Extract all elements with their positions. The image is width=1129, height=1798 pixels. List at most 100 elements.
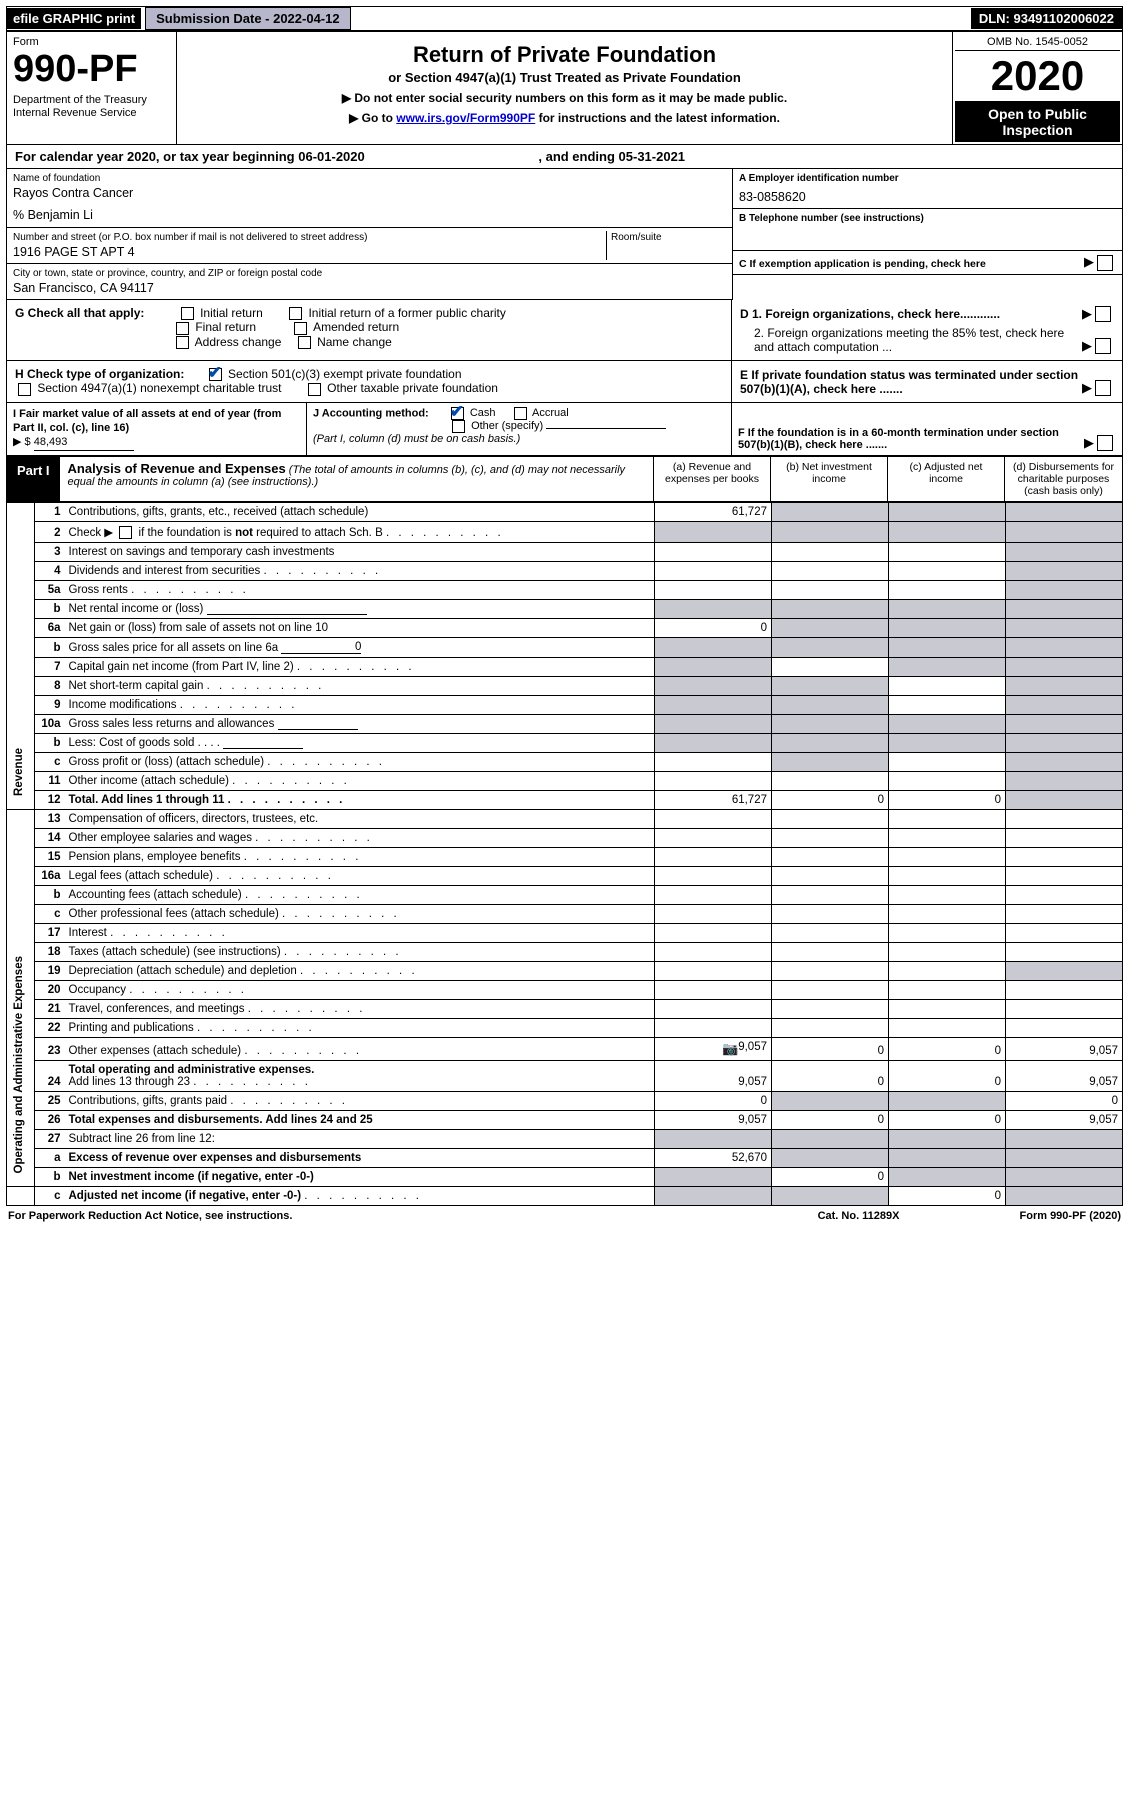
arrow-icon: ▶ xyxy=(1084,435,1094,451)
table-row: 21Travel, conferences, and meetings xyxy=(7,1000,1123,1019)
c-checkbox[interactable] xyxy=(1097,255,1113,271)
part1-header: Part I Analysis of Revenue and Expenses … xyxy=(6,456,1123,502)
fmv-value: 48,493 xyxy=(34,435,134,450)
d1-checkbox[interactable] xyxy=(1095,306,1111,322)
j-section: J Accounting method: Cash Accrual Other … xyxy=(307,403,732,455)
table-row: 5aGross rents xyxy=(7,581,1123,600)
table-row: bNet investment income (if negative, ent… xyxy=(7,1168,1123,1187)
table-row: 25Contributions, gifts, grants paid 00 xyxy=(7,1092,1123,1111)
h-501c3-checkbox[interactable] xyxy=(209,368,222,381)
exemption-row: C If exemption application is pending, c… xyxy=(733,251,1122,275)
j-other-checkbox[interactable] xyxy=(452,420,465,433)
city-state-zip: San Francisco, CA 94117 xyxy=(13,280,726,296)
form-word: Form xyxy=(13,36,170,48)
table-row: 17Interest xyxy=(7,924,1123,943)
table-row: Revenue 1 Contributions, gifts, grants, … xyxy=(7,502,1123,521)
schb-checkbox[interactable] xyxy=(119,526,132,539)
table-row: 12Total. Add lines 1 through 11 61,72700 xyxy=(7,791,1123,810)
submission-date: Submission Date - 2022-04-12 xyxy=(145,7,351,30)
g-name-checkbox[interactable] xyxy=(298,336,311,349)
table-row: bNet rental income or (loss) xyxy=(7,600,1123,619)
ein-value: 83-0858620 xyxy=(739,189,1116,205)
header-left: Form 990-PF Department of the Treasury I… xyxy=(7,32,177,144)
g-address-checkbox[interactable] xyxy=(176,336,189,349)
header-right: OMB No. 1545-0052 2020 Open to Public In… xyxy=(952,32,1122,144)
table-row: cAdjusted net income (if negative, enter… xyxy=(7,1187,1123,1206)
table-row: 18Taxes (attach schedule) (see instructi… xyxy=(7,943,1123,962)
table-row: aExcess of revenue over expenses and dis… xyxy=(7,1149,1123,1168)
phone-row: B Telephone number (see instructions) xyxy=(733,209,1122,251)
table-row: 24Total operating and administrative exp… xyxy=(7,1061,1123,1092)
table-row: 8Net short-term capital gain xyxy=(7,677,1123,696)
h-other-checkbox[interactable] xyxy=(308,383,321,396)
expenses-side-label: Operating and Administrative Expenses xyxy=(11,946,27,1184)
attachment-icon[interactable]: 📷 xyxy=(722,1041,738,1056)
omb-number: OMB No. 1545-0052 xyxy=(955,34,1120,51)
j-accrual-checkbox[interactable] xyxy=(514,407,527,420)
g-amended-checkbox[interactable] xyxy=(294,322,307,335)
tax-year: 2020 xyxy=(955,51,1120,102)
i-section: I Fair market value of all assets at end… xyxy=(7,403,307,455)
table-row: 4Dividends and interest from securities xyxy=(7,562,1123,581)
table-row: 7Capital gain net income (from Part IV, … xyxy=(7,658,1123,677)
irs-link[interactable]: www.irs.gov/Form990PF xyxy=(396,111,535,125)
dept-irs: Internal Revenue Service xyxy=(13,107,170,120)
entity-block: Name of foundation Rayos Contra Cancer %… xyxy=(6,169,1123,300)
table-row: 26Total expenses and disbursements. Add … xyxy=(7,1111,1123,1130)
part1-label: Part I xyxy=(7,457,60,501)
table-row: 10aGross sales less returns and allowanc… xyxy=(7,715,1123,734)
table-row: 14Other employee salaries and wages xyxy=(7,829,1123,848)
col-d-header: (d) Disbursements for charitable purpose… xyxy=(1005,457,1122,501)
arrow-icon: ▶ xyxy=(1084,254,1094,271)
col-c-header: (c) Adjusted net income xyxy=(888,457,1005,501)
cat-number: Cat. No. 11289X xyxy=(818,1210,900,1222)
g-initial-public-checkbox[interactable] xyxy=(289,307,302,320)
table-row: 16aLegal fees (attach schedule) xyxy=(7,867,1123,886)
table-row: cOther professional fees (attach schedul… xyxy=(7,905,1123,924)
h-e-row: H Check type of organization: Section 50… xyxy=(6,361,1123,403)
g-d-row: G Check all that apply: Initial return I… xyxy=(6,300,1123,361)
d-section: D 1. Foreign organizations, check here..… xyxy=(732,300,1122,360)
dept-treasury: Department of the Treasury xyxy=(13,94,170,107)
h-4947-checkbox[interactable] xyxy=(18,383,31,396)
dln-label: DLN: 93491102006022 xyxy=(971,8,1122,29)
g-final-checkbox[interactable] xyxy=(176,322,189,335)
g-initial-checkbox[interactable] xyxy=(181,307,194,320)
e-section: E If private foundation status was termi… xyxy=(732,361,1122,402)
page-footer: For Paperwork Reduction Act Notice, see … xyxy=(6,1206,1123,1226)
d2-checkbox[interactable] xyxy=(1095,338,1111,354)
form-header: Form 990-PF Department of the Treasury I… xyxy=(6,31,1123,145)
calendar-year-row: For calendar year 2020, or tax year begi… xyxy=(6,145,1123,169)
table-row: bAccounting fees (attach schedule) xyxy=(7,886,1123,905)
table-row: cGross profit or (loss) (attach schedule… xyxy=(7,753,1123,772)
paperwork-notice: For Paperwork Reduction Act Notice, see … xyxy=(8,1210,292,1222)
table-row: Operating and Administrative Expenses 13… xyxy=(7,810,1123,829)
header-center: Return of Private Foundation or Section … xyxy=(177,32,952,144)
i-j-f-row: I Fair market value of all assets at end… xyxy=(6,403,1123,456)
table-row: 15Pension plans, employee benefits xyxy=(7,848,1123,867)
j-cash-checkbox[interactable] xyxy=(451,407,464,420)
address-row: Number and street (or P.O. box number if… xyxy=(7,228,732,264)
ssn-note: ▶ Do not enter social security numbers o… xyxy=(185,91,944,105)
table-row: 2 Check ▶ if the foundation is not requi… xyxy=(7,521,1123,542)
table-row: bLess: Cost of goods sold . . . . xyxy=(7,734,1123,753)
table-row: 19Depreciation (attach schedule) and dep… xyxy=(7,962,1123,981)
col-b-header: (b) Net investment income xyxy=(771,457,888,501)
table-row: bGross sales price for all assets on lin… xyxy=(7,638,1123,658)
f-section: F If the foundation is in a 60-month ter… xyxy=(732,403,1122,455)
h-section: H Check type of organization: Section 50… xyxy=(7,361,732,402)
efile-label[interactable]: efile GRAPHIC print xyxy=(7,8,141,29)
arrow-icon: ▶ xyxy=(1082,306,1092,322)
open-public: Open to Public Inspection xyxy=(955,102,1120,142)
city-row: City or town, state or province, country… xyxy=(7,264,732,300)
care-of: % Benjamin Li xyxy=(13,207,726,223)
table-row: 3Interest on savings and temporary cash … xyxy=(7,543,1123,562)
table-row: 20Occupancy xyxy=(7,981,1123,1000)
table-row: 11Other income (attach schedule) xyxy=(7,772,1123,791)
foundation-name-row: Name of foundation Rayos Contra Cancer %… xyxy=(7,169,732,228)
e-checkbox[interactable] xyxy=(1095,380,1111,396)
table-row: 23Other expenses (attach schedule) 📷 9,0… xyxy=(7,1038,1123,1061)
room-suite-label: Room/suite xyxy=(611,231,726,244)
f-checkbox[interactable] xyxy=(1097,435,1113,451)
table-row: 6aNet gain or (loss) from sale of assets… xyxy=(7,619,1123,638)
